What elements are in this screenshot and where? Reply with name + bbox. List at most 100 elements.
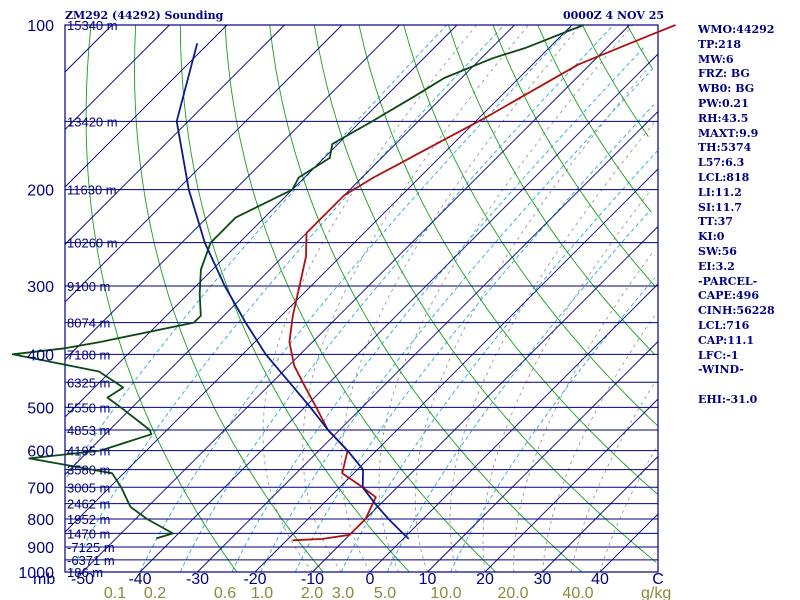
mixing-ratio-line — [294, 104, 654, 573]
height-label: 5550 m — [67, 400, 110, 415]
temperature-tick-label: 40 — [591, 571, 609, 588]
dry-adiabat — [492, 24, 656, 287]
mixing-ratio-label: 2.0 — [301, 585, 323, 600]
pressure-tick-label: 300 — [27, 279, 54, 296]
height-label: 7180 m — [67, 347, 110, 362]
mixing-ratio-label: 20.0 — [497, 585, 528, 600]
temperature-tick-label: 0 — [366, 571, 375, 588]
height-label: 1952 m — [67, 512, 110, 527]
plot-border — [64, 24, 659, 573]
mixing-ratio-label: 1.0 — [251, 585, 273, 600]
pressure-tick-label: 600 — [27, 444, 54, 461]
stat-line: LCL:716 — [698, 318, 750, 332]
mixing-ratio-label: 40.0 — [562, 585, 593, 600]
isotherm-line — [64, 24, 573, 533]
moist-adiabat — [378, 24, 634, 573]
station-title: ZM292 (44292) Sounding — [65, 9, 224, 22]
isotherm-line — [427, 341, 659, 573]
stat-line: CINH:56228 — [698, 304, 775, 318]
height-label: 3580 m — [67, 463, 110, 478]
stat-line: TP:218 — [698, 37, 742, 51]
isotherm-line — [64, 24, 515, 475]
dry-adiabat — [269, 24, 583, 573]
stat-line: CAPE:496 — [698, 289, 759, 303]
pressure-tick-label: 100 — [27, 18, 54, 35]
stat-line: LCL:818 — [698, 170, 750, 184]
parcel-line — [175, 43, 410, 540]
stat-line: LI:11.2 — [698, 185, 742, 199]
isotherm-line — [64, 24, 170, 130]
moist-adiabats — [262, 24, 658, 573]
mixing-ratio-label: 5.0 — [374, 585, 396, 600]
stability-indices-panel: WMO:44292 TP:218 MW:6 FRZ: BG WB0: BG PW:0.21… — [698, 23, 800, 408]
height-label: -6371 m — [67, 553, 115, 568]
dry-adiabat — [626, 24, 653, 69]
mixing-ratio-label: 0.1 — [104, 585, 126, 600]
stat-line: RH:43.5 — [698, 111, 749, 125]
isotherm-line — [82, 24, 630, 573]
mixing-ratio-line — [70, 24, 505, 573]
plot-frame — [64, 24, 659, 573]
pressure-tick-label: 1000 — [18, 565, 54, 582]
stat-line: -WIND- — [698, 363, 744, 377]
isotherm-line — [64, 24, 113, 73]
isotherms — [64, 24, 659, 573]
pressure-tick-label: 800 — [27, 512, 54, 529]
stat-line — [698, 378, 800, 393]
stat-line: -PARCEL- — [698, 274, 758, 288]
isotherm-line — [197, 111, 659, 573]
temperature-unit-label: C — [652, 571, 664, 588]
height-label: 6325 m — [67, 375, 110, 390]
height-label: 186 m — [67, 565, 103, 580]
height-label: 11630 m — [67, 183, 117, 198]
mixing-ratio-label: 0.2 — [144, 585, 166, 600]
dry-adiabat — [313, 24, 657, 563]
sounding-time: 0000Z 4 NOV 25 — [563, 9, 665, 22]
height-label: 1470 m — [67, 526, 110, 541]
mixing-ratio-label: 10.0 — [430, 585, 461, 600]
isotherm-line — [64, 24, 228, 188]
temperature-tick-label: -40 — [128, 571, 151, 588]
height-label: -7125 m — [67, 540, 115, 555]
pressure-tick-label: 200 — [27, 183, 54, 200]
stat-line: WMO:44292 — [698, 23, 775, 36]
isotherm-line — [139, 53, 659, 573]
moist-adiabat — [513, 251, 654, 573]
stat-line: MAXT:9.9 — [698, 126, 759, 140]
isotherm-line — [599, 513, 659, 573]
isotherm-line — [64, 24, 400, 360]
stat-line: SW:56 — [698, 244, 737, 258]
moist-adiabat — [570, 382, 656, 573]
mixing-ratio-label: 0.6 — [214, 585, 236, 600]
height-label: 3005 m — [67, 480, 110, 495]
temperature-tick-label: -10 — [301, 571, 324, 588]
isotherm-line — [369, 283, 659, 573]
isotherm-line — [64, 24, 285, 245]
mixing-ratio-label: 3.0 — [332, 585, 354, 600]
dewpoint-line — [11, 24, 584, 540]
temperature-line — [288, 24, 676, 542]
stat-line: EI:3.2 — [698, 259, 735, 273]
stat-line: L57:6.3 — [698, 156, 745, 170]
y-axis-unit-label: mb — [33, 571, 55, 588]
stat-line: SI:11.7 — [698, 200, 742, 214]
mixing-ratio-lines — [66, 24, 658, 573]
mixing-ratio-line — [66, 24, 448, 478]
temperature-tick-label: 20 — [476, 571, 494, 588]
stat-line: KI:0 — [698, 230, 725, 244]
isobars — [65, 24, 658, 573]
pressure-tick-label: 400 — [27, 347, 54, 364]
temperature-tick-label: -30 — [186, 571, 209, 588]
mixing-ratio-line — [450, 277, 656, 573]
stat-line: TH:5374 — [698, 141, 752, 155]
isotherm-line — [484, 398, 659, 573]
temperature-tick-label: 10 — [419, 571, 437, 588]
temperature-tick-label: 30 — [534, 571, 552, 588]
isotherm-line — [64, 24, 343, 303]
pressure-tick-label: 900 — [27, 540, 54, 557]
stat-line: CAP:11.1 — [698, 333, 755, 347]
stat-line: EHI:-31.0 — [698, 392, 758, 406]
isotherm-line — [312, 226, 659, 573]
moist-adiabat — [341, 24, 581, 573]
